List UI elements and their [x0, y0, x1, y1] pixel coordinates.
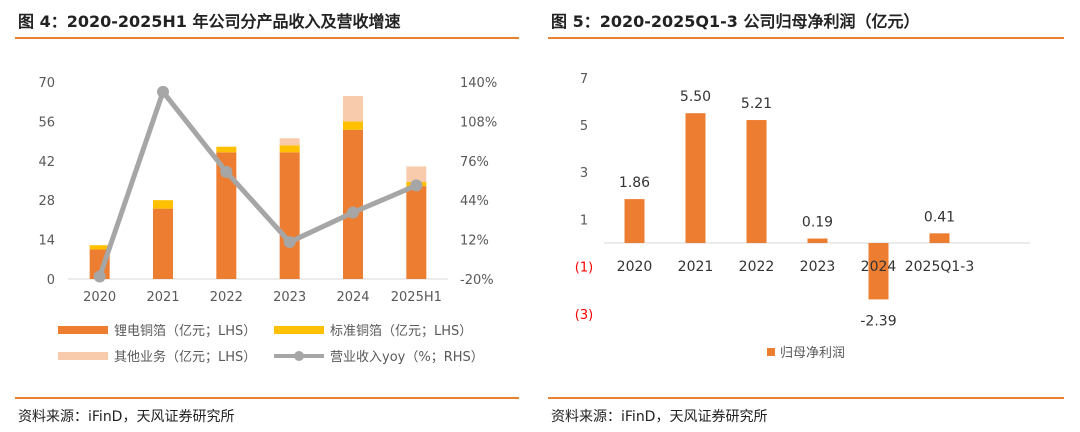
left-y-tick: 42 — [38, 155, 55, 170]
legend-yoy-marker — [294, 351, 304, 361]
right-y-tick: 12% — [460, 234, 489, 249]
bar-standard-foil — [153, 200, 173, 209]
left-source: 资料来源：iFinD，天风证券研究所 — [18, 409, 235, 425]
right-title-rule — [548, 37, 1064, 39]
legend-standard-foil-swatch — [274, 326, 324, 334]
right-source-rule — [548, 397, 1064, 399]
left-chart-title: 图 4：2020-2025H1 年公司分产品收入及营收增速 — [18, 12, 401, 31]
left-title-rule — [15, 37, 519, 39]
legend-copper-foil: 锂电铜箔（亿元；LHS） — [114, 323, 256, 339]
net-profit-data-label: 0.41 — [924, 209, 955, 225]
left-y-tick: 0 — [47, 273, 55, 288]
yoy-point — [220, 165, 233, 178]
left-x-tick: 2021 — [146, 290, 179, 305]
right-chart-y-tick: (1) — [575, 261, 593, 276]
bar-copper-foil — [153, 208, 173, 279]
left-source-rule — [15, 397, 519, 399]
right-y-tick: 108% — [460, 115, 497, 130]
right-chart-y-tick: 1 — [580, 213, 588, 228]
right-x-tick: 2025Q1-3 — [905, 259, 975, 275]
right-x-tick: 2023 — [800, 259, 836, 275]
net-profit-bar — [746, 120, 767, 243]
right-chart-y-tick: (3) — [575, 308, 593, 323]
net-profit-bar — [929, 233, 950, 243]
left-x-tick: 2022 — [210, 290, 243, 305]
legend-net-profit-swatch — [767, 348, 775, 356]
bar-copper-foil — [216, 152, 237, 279]
legend-net-profit: 归母净利润 — [780, 346, 845, 361]
net-profit-bar — [868, 243, 889, 300]
right-x-tick: 2022 — [739, 259, 775, 275]
left-y-tick: 56 — [38, 115, 55, 130]
left-y-tick: 28 — [38, 194, 55, 209]
bar-other-business — [279, 138, 300, 146]
net-profit-data-label: 1.86 — [619, 175, 650, 191]
yoy-point — [347, 206, 359, 219]
legend-yoy: 营业收入yoy（%；RHS） — [330, 350, 484, 365]
right-x-tick: 2020 — [617, 259, 653, 275]
right-chart-y-tick: 7 — [580, 72, 588, 87]
bar-standard-foil — [89, 245, 110, 250]
net-profit-data-label: 0.19 — [802, 215, 833, 231]
yoy-point — [93, 270, 106, 283]
net-profit-bar — [624, 199, 645, 243]
bar-copper-foil — [406, 186, 427, 279]
bar-standard-foil — [279, 145, 300, 153]
right-source: 资料来源：iFinD，天风证券研究所 — [551, 409, 768, 425]
left-y-tick: 70 — [38, 76, 55, 91]
bar-standard-foil — [343, 121, 363, 130]
right-y-tick: -20% — [460, 273, 494, 288]
bar-copper-foil — [343, 129, 363, 279]
left-y-tick: 14 — [38, 234, 55, 249]
net-profit-bar — [685, 113, 706, 243]
yoy-line — [97, 89, 418, 278]
legend-other-business-swatch — [58, 352, 108, 360]
right-chart-y-tick: 3 — [580, 166, 588, 181]
left-x-tick: 2020 — [83, 290, 116, 305]
legend-other-business: 其他业务（亿元；LHS） — [114, 349, 256, 365]
right-y-tick: 44% — [460, 194, 489, 209]
legend-copper-foil-swatch — [58, 326, 108, 334]
bar-other-business — [406, 166, 427, 182]
net-profit-data-label: 5.21 — [741, 96, 772, 112]
right-x-tick: 2024 — [861, 259, 897, 275]
yoy-point — [157, 85, 169, 98]
bar-other-business — [343, 96, 363, 122]
right-y-tick: 76% — [460, 155, 489, 170]
bar-copper-foil — [279, 152, 300, 279]
left-x-tick: 2025H1 — [391, 290, 442, 305]
left-x-tick: 2023 — [273, 290, 306, 305]
bar-standard-foil — [216, 146, 237, 153]
net-profit-data-label: -2.39 — [860, 313, 896, 329]
yoy-point — [410, 179, 423, 192]
right-chart-title: 图 5：2020-2025Q1-3 公司归母净利润（亿元） — [551, 12, 920, 31]
yoy-point — [283, 236, 296, 249]
right-chart-y-tick: 5 — [580, 119, 588, 134]
left-x-tick: 2024 — [336, 290, 369, 305]
net-profit-bar — [807, 238, 828, 243]
right-x-tick: 2021 — [678, 259, 714, 275]
legend-standard-foil: 标准铜箔（亿元；LHS） — [330, 323, 472, 339]
net-profit-data-label: 5.50 — [680, 89, 711, 105]
right-y-tick: 140% — [460, 76, 497, 91]
